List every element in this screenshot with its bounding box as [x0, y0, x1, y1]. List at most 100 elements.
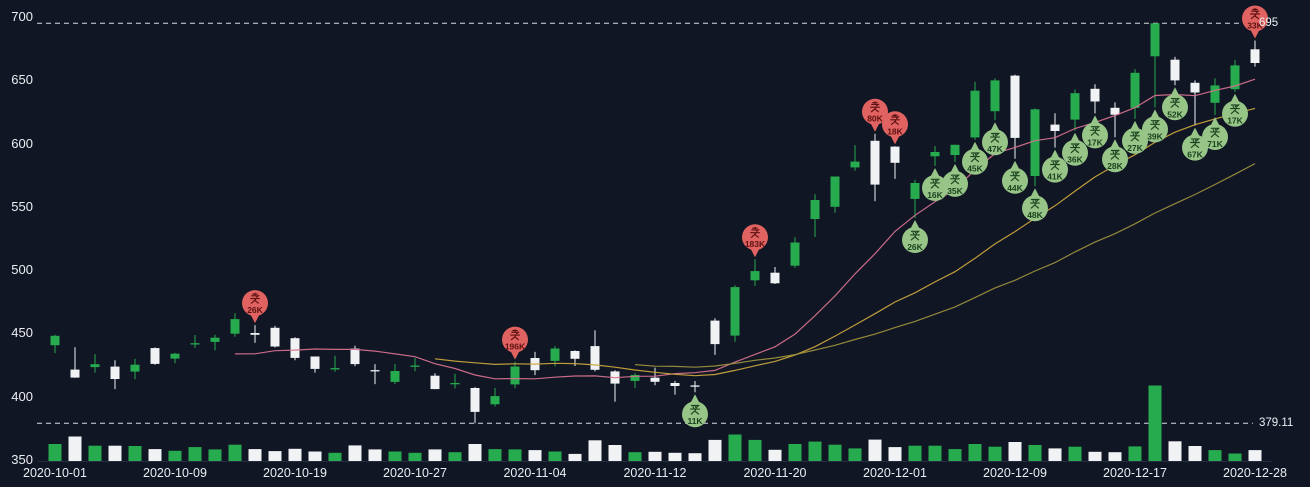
candle-body[interactable] — [490, 396, 500, 405]
trade-marker-buy[interactable]: 17K — [1222, 93, 1248, 127]
trade-marker-sell[interactable]: 183K — [742, 224, 768, 258]
candle-body[interactable] — [910, 183, 920, 199]
candle-body[interactable] — [1230, 65, 1240, 90]
candle-body[interactable] — [1170, 59, 1180, 81]
candle-body[interactable] — [710, 320, 720, 345]
candle-body[interactable] — [50, 335, 60, 346]
candle-body[interactable] — [1010, 75, 1020, 138]
candle-body[interactable] — [550, 348, 560, 361]
candle-body[interactable] — [810, 200, 820, 219]
candle-body[interactable] — [230, 319, 240, 334]
candle-body[interactable] — [110, 366, 120, 379]
candle-body[interactable] — [150, 348, 160, 364]
candle-body[interactable] — [470, 388, 480, 412]
candle-body[interactable] — [690, 385, 700, 387]
candle-body[interactable] — [570, 351, 580, 359]
candle-body[interactable] — [730, 287, 740, 336]
trade-marker-buy[interactable]: 11K — [682, 394, 708, 428]
trade-marker-buy[interactable]: 26K — [902, 220, 928, 253]
candle-body[interactable] — [170, 353, 180, 359]
candle-body[interactable] — [990, 80, 1000, 112]
candle-body[interactable] — [250, 333, 260, 335]
candle-body[interactable] — [1210, 85, 1220, 103]
trade-amount-label: 36K — [1067, 155, 1083, 165]
candle-body[interactable] — [950, 144, 960, 155]
trade-marker-sell[interactable]: 26K — [242, 290, 268, 324]
trade-marker-sell[interactable]: 33K — [1242, 5, 1268, 39]
candle-body[interactable] — [90, 364, 100, 368]
volume-bar — [668, 452, 682, 461]
candle-body[interactable] — [190, 343, 200, 345]
candle-body[interactable] — [590, 346, 600, 370]
trade-marker-buy[interactable]: 47K — [982, 122, 1008, 156]
candle-body[interactable] — [350, 348, 360, 365]
trade-marker-buy[interactable]: 41K — [1042, 149, 1068, 183]
candle-body[interactable] — [450, 383, 460, 385]
trade-marker-buy[interactable]: 71K — [1202, 117, 1228, 150]
candle-body[interactable] — [870, 140, 880, 185]
trade-marker-sell[interactable]: 196K — [502, 326, 528, 360]
candle-body[interactable] — [1070, 93, 1080, 120]
candle-body[interactable] — [370, 370, 380, 372]
trade-marker-buy[interactable]: 35K — [942, 163, 968, 197]
buy-character-glyph — [1034, 204, 1040, 209]
candle-body[interactable] — [210, 337, 220, 342]
buy-character-glyph — [1070, 147, 1077, 154]
candle-body[interactable] — [510, 366, 520, 385]
volume-bar — [428, 449, 442, 461]
trade-marker-buy[interactable]: 39K — [1142, 109, 1168, 143]
candle-body[interactable] — [310, 356, 320, 369]
candle-body[interactable] — [290, 338, 300, 358]
trade-amount-label: 183K — [745, 239, 766, 249]
candle-body[interactable] — [430, 375, 440, 390]
buy-character-glyph — [1052, 161, 1055, 165]
candle-body[interactable] — [1030, 109, 1040, 176]
trade-marker-buy[interactable]: 52K — [1162, 87, 1188, 121]
candle-body[interactable] — [750, 271, 760, 281]
candle-body[interactable] — [1050, 124, 1060, 131]
candle-body[interactable] — [130, 364, 140, 372]
candle-body[interactable] — [410, 365, 420, 367]
sell-character-glyph — [891, 116, 900, 119]
candle-body[interactable] — [1110, 107, 1120, 115]
trade-marker-sell[interactable]: 18K — [882, 111, 908, 145]
volume-bar — [1228, 453, 1242, 461]
trade-marker-buy[interactable]: 67K — [1182, 127, 1208, 161]
trade-marker-buy[interactable]: 48K — [1022, 188, 1048, 222]
trade-marker-buy[interactable]: 45K — [962, 141, 988, 175]
candle-body[interactable] — [850, 161, 860, 168]
candle-body[interactable] — [830, 176, 840, 207]
trade-marker-buy[interactable]: 44K — [1002, 160, 1028, 194]
buy-character-glyph — [1214, 128, 1217, 132]
candle-body[interactable] — [1250, 49, 1260, 63]
candle-body[interactable] — [790, 242, 800, 266]
candle-body[interactable] — [930, 152, 940, 157]
trade-marker-buy[interactable]: 17K — [1082, 115, 1108, 149]
candle-body[interactable] — [650, 377, 660, 382]
trade-marker-buy[interactable]: 28K — [1102, 139, 1128, 173]
candle-body[interactable] — [70, 369, 80, 378]
candle-body[interactable] — [330, 368, 340, 370]
candle-body[interactable] — [970, 90, 980, 138]
trade-marker-buy[interactable]: 27K — [1122, 120, 1148, 154]
candle-body[interactable] — [770, 272, 780, 284]
volume-bar — [948, 449, 962, 461]
sell-character-glyph — [754, 234, 759, 238]
candle-body[interactable] — [670, 383, 680, 386]
trade-marker-buy[interactable]: 36K — [1062, 132, 1088, 166]
candle-body[interactable] — [1150, 23, 1160, 57]
volume-bar — [848, 448, 862, 461]
candle-body[interactable] — [270, 327, 280, 347]
candle-body[interactable] — [390, 371, 400, 382]
candle-body[interactable] — [1090, 88, 1100, 102]
buy-character-glyph — [1112, 151, 1115, 154]
candle-body[interactable] — [630, 375, 640, 381]
candle-body[interactable] — [1130, 72, 1140, 108]
trade-marker-sell[interactable]: 80K — [862, 98, 888, 132]
trade-marker-buy[interactable]: 16K — [922, 168, 948, 201]
buy-character-glyph — [970, 152, 981, 156]
candle-body[interactable] — [1190, 82, 1200, 93]
buy-character-glyph — [692, 406, 695, 409]
candle-body[interactable] — [890, 146, 900, 163]
